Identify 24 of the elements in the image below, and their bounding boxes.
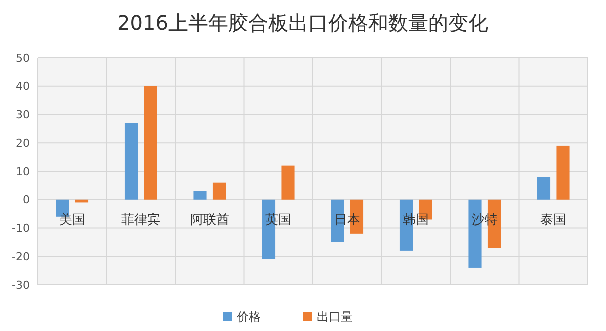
legend-label: 出口量 (317, 310, 353, 324)
bar (537, 177, 551, 200)
legend-label: 价格 (236, 310, 261, 324)
x-tick-label: 美国 (59, 212, 86, 228)
bar (556, 146, 570, 200)
y-tick-label: -30 (12, 278, 30, 292)
y-tick-label: 40 (16, 80, 30, 94)
y-tick-label: 20 (16, 136, 30, 150)
bar (194, 191, 207, 200)
x-tick-label: 泰国 (540, 212, 567, 228)
chart-title: 2016上半年胶合板出口价格和数量的变化 (118, 11, 488, 35)
y-tick-label: 0 (23, 194, 30, 207)
bar (400, 200, 414, 251)
bar (212, 182, 226, 200)
y-tick-label: 30 (16, 108, 30, 122)
y-tick-label: -10 (12, 222, 30, 236)
y-tick-label: 10 (16, 165, 30, 178)
bar (282, 166, 295, 200)
bar (124, 123, 138, 200)
bar (144, 86, 158, 200)
x-tick-label: 菲律宾 (122, 212, 161, 228)
y-tick-label: 50 (16, 52, 30, 65)
y-tick-label: -20 (12, 250, 30, 264)
x-tick-label: 阿联酋 (190, 212, 230, 228)
